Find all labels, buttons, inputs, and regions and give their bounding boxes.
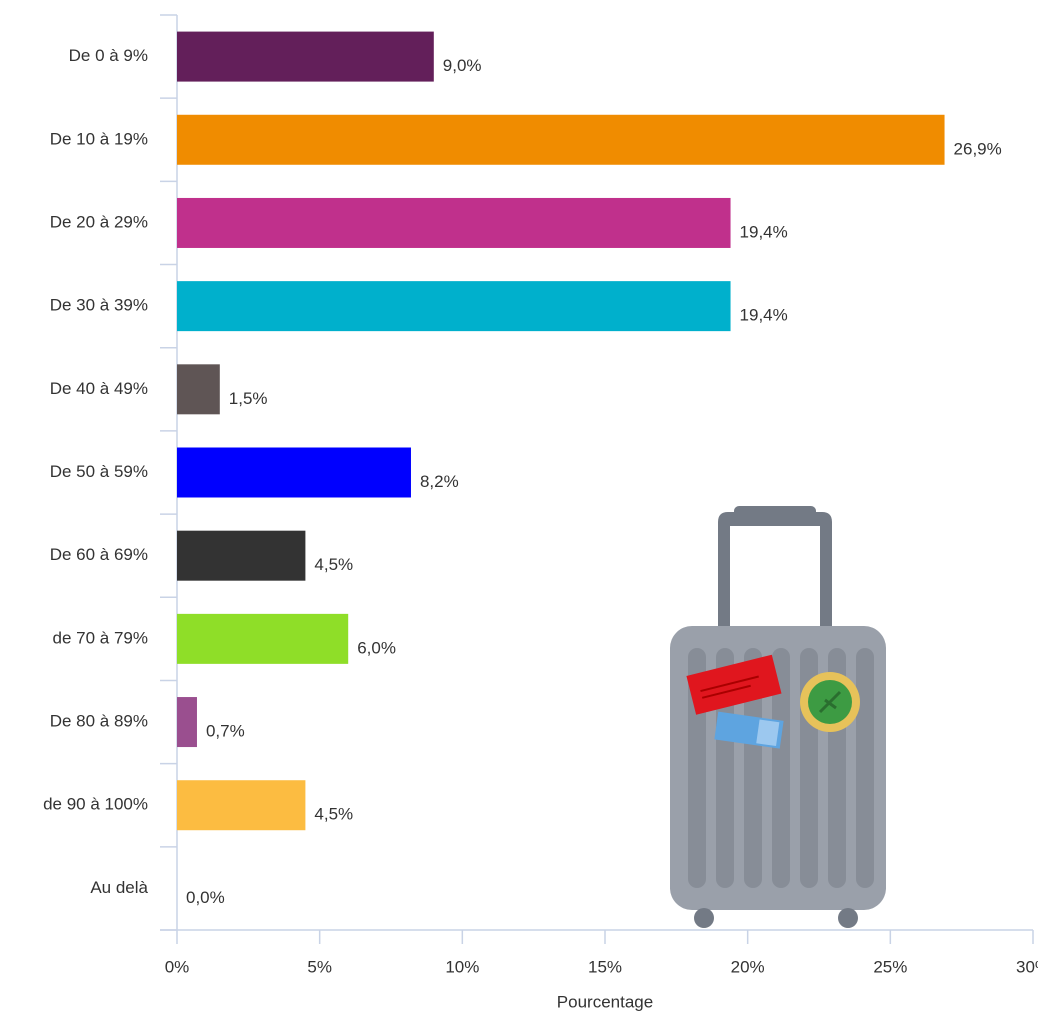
- value-label: 6,0%: [357, 638, 396, 657]
- bar: [177, 780, 306, 831]
- y-tick-label: De 80 à 89%: [50, 712, 148, 731]
- bar: [177, 364, 220, 415]
- x-tick-label: 30%: [1016, 957, 1038, 976]
- y-tick-label: de 70 à 79%: [53, 628, 148, 647]
- value-label: 4,5%: [314, 555, 353, 574]
- x-tick-label: 20%: [731, 957, 765, 976]
- bar: [177, 281, 731, 332]
- x-tick-label: 10%: [445, 957, 479, 976]
- bar: [177, 697, 197, 748]
- y-tick-label: De 60 à 69%: [50, 545, 148, 564]
- y-tick-label: Au delà: [90, 878, 148, 897]
- y-tick-label: de 90 à 100%: [43, 795, 148, 814]
- y-tick-label: De 10 à 19%: [50, 129, 148, 148]
- y-tick-label: De 0 à 9%: [69, 46, 148, 65]
- x-tick-label: 0%: [165, 957, 190, 976]
- bar: [177, 31, 434, 82]
- bar: [177, 447, 411, 498]
- bar: [177, 114, 945, 165]
- y-tick-label: De 40 à 49%: [50, 379, 148, 398]
- value-label: 4,5%: [314, 805, 353, 824]
- x-axis-title: Pourcentage: [557, 992, 653, 1011]
- x-tick-label: 15%: [588, 957, 622, 976]
- x-tick-label: 5%: [307, 957, 332, 976]
- bar: [177, 197, 731, 248]
- y-tick-label: De 30 à 39%: [50, 296, 148, 315]
- value-label: 1,5%: [229, 389, 268, 408]
- value-label: 0,0%: [186, 888, 225, 907]
- value-label: 26,9%: [954, 139, 1002, 158]
- bar: [177, 613, 349, 664]
- value-label: 19,4%: [740, 222, 788, 241]
- value-label: 9,0%: [443, 56, 482, 75]
- value-label: 19,4%: [740, 306, 788, 325]
- y-tick-label: De 50 à 59%: [50, 462, 148, 481]
- value-label: 0,7%: [206, 722, 245, 741]
- bar: [177, 530, 306, 581]
- y-tick-label: De 20 à 29%: [50, 212, 148, 231]
- suitcase-illustration: [670, 506, 886, 928]
- value-label: 8,2%: [420, 472, 459, 491]
- x-tick-label: 25%: [873, 957, 907, 976]
